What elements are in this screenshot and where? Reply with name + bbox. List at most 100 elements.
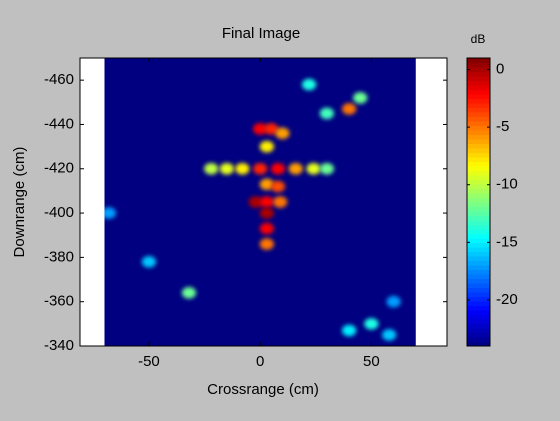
colorbar-step [467,121,490,126]
colorbar-step [467,278,490,284]
colorbar-step [467,202,490,207]
colorbar-step [467,337,490,342]
hotspot [386,295,401,308]
image [104,58,416,346]
colorbar-step [467,247,490,252]
hotspot [288,162,303,175]
colorbar-step [467,152,490,158]
colorbar-step [467,89,490,95]
colorbar-step [467,130,490,135]
colorbar-step [467,58,490,63]
colorbar-step [467,292,490,297]
y-tick-label: -420 [44,160,74,177]
colorbar-step [467,265,490,270]
colorbar-step [467,143,490,149]
colorbar-step [467,139,490,144]
colorbar-step [467,193,490,198]
colorbar-step [467,94,490,99]
colorbar-step [467,161,490,167]
colorbar-step [467,256,490,261]
colorbar-step [467,107,490,113]
colorbar-step [467,310,490,315]
y-axis-label: Downrange (cm) [11,147,28,258]
colorbar-step [467,184,490,189]
hotspot [259,238,274,250]
colorbar-step [467,296,490,302]
colorbar-step [467,157,490,162]
colorbar-step [467,215,490,221]
colorbar-tick-label: -20 [496,291,518,308]
axes-frame [79,57,448,347]
colorbar-step [467,103,490,108]
colorbar-step [467,98,490,104]
colorbar-step [467,62,490,68]
colorbar-tick-label: 0 [496,60,504,77]
colorbar-step [467,76,490,81]
hotspot [204,162,219,175]
hotspot [270,180,286,193]
hotspot [141,256,157,268]
y-tick-label: -400 [44,204,74,221]
colorbar-step [467,229,490,234]
colorbar-step [467,175,490,180]
hotspot [248,196,263,208]
y-tick-label: -460 [44,71,74,88]
x-tick-label: -50 [138,353,160,370]
hotspot [259,222,274,235]
hotspot [306,162,321,175]
hotspot [273,196,288,208]
colorbar-step [467,301,490,306]
colorbar-step [467,323,490,329]
colorbar-step [467,116,490,122]
colorbar-step [467,134,490,140]
colorbar-step [467,80,490,86]
chart-title: Final Image [222,25,300,42]
hotspot [259,196,274,208]
hotspot [342,103,357,115]
hotspot [181,287,197,299]
y-tick-label: -340 [44,337,74,354]
hotspot [259,140,274,153]
colorbar-step [467,233,490,239]
colorbar-step [467,251,490,257]
colorbar-tick-label: -10 [496,176,518,193]
colorbar-step [467,220,490,225]
hotspot [270,162,286,175]
colorbar-step [467,125,490,131]
x-tick-label: 50 [363,353,380,370]
hotspot [275,127,290,140]
colorbar-step [467,287,490,293]
colorbar-step [467,260,490,266]
x-tick-label: 0 [256,353,264,370]
colorbar-label: dB [471,32,486,46]
colorbar-step [467,332,490,338]
colorbar-step [467,224,490,230]
colorbar-step [467,328,490,333]
hotspot [253,162,268,175]
hotspot [235,162,250,175]
colorbar-step [467,314,490,320]
colorbar-step [467,170,490,176]
hotspot [253,123,268,135]
hotspot [259,207,274,219]
colorbar-step [467,85,490,90]
hotspot [219,162,234,175]
colorbar-step [467,67,490,72]
colorbar-step [467,148,490,153]
colorbar-step [467,112,490,117]
colorbar-step [467,197,490,203]
colorbar-step [467,71,490,77]
colorbar-step [467,274,490,279]
colorbar-step [467,283,490,288]
hotspot [382,329,397,341]
hotspot [301,78,317,91]
colorbar-step [467,206,490,212]
hotspot [104,207,117,219]
colorbar-step [467,179,490,185]
colorbar-step [467,211,490,216]
hotspot [353,92,368,104]
hotspot [319,162,335,175]
hotspot [264,123,279,135]
colorbar-step [467,341,490,347]
